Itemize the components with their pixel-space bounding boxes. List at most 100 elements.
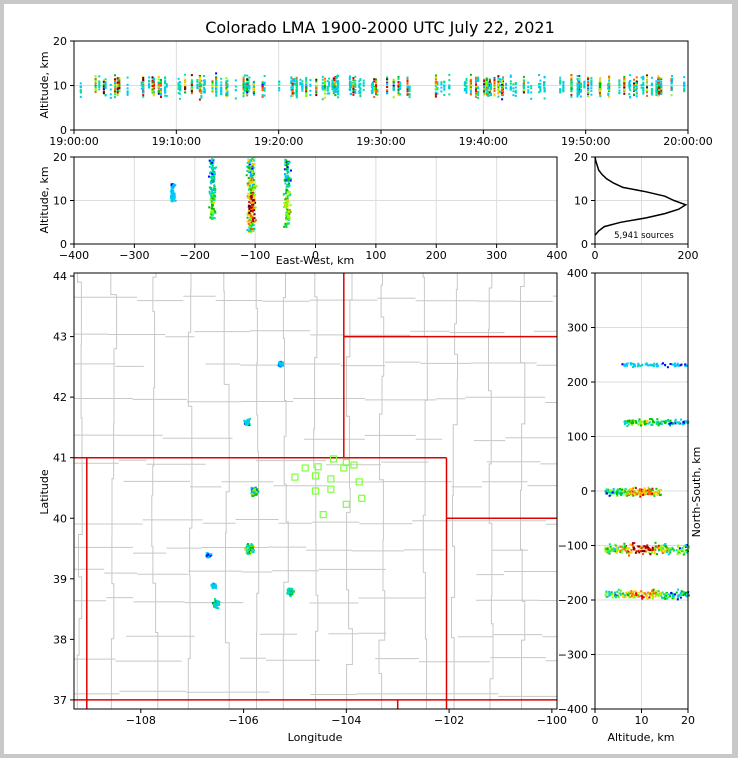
source-pixel [631, 423, 634, 426]
source-pixel [477, 86, 480, 89]
source-pixel [285, 206, 288, 209]
source-pixel [632, 542, 635, 545]
source-pixel [623, 88, 626, 91]
source-pixel [253, 163, 255, 166]
source-pixel [190, 92, 193, 95]
source-pixel [287, 208, 290, 211]
source-pixel [406, 81, 409, 84]
source-pixel [295, 91, 298, 94]
source-pixel [621, 593, 624, 596]
source-pixel [477, 90, 480, 93]
source-pixel [337, 80, 340, 83]
source-pixel [465, 87, 468, 90]
source-pixel [246, 74, 249, 77]
source-pixel [246, 547, 249, 550]
source-pixel [251, 174, 254, 177]
source-pixel [252, 83, 255, 86]
source-pixel [288, 184, 291, 187]
source-pixel [337, 82, 340, 85]
source-pixel [242, 76, 245, 78]
source-pixel [577, 75, 580, 77]
source-pixel [608, 543, 611, 546]
source-pixel [375, 82, 377, 85]
altitude-time-ylabel: Altitude, km [38, 51, 51, 118]
source-pixel [640, 84, 643, 87]
source-pixel [629, 95, 632, 98]
source-pixel [171, 193, 174, 195]
source-pixel [392, 81, 395, 84]
source-pixel [354, 79, 357, 82]
source-pixel [406, 76, 409, 79]
source-pixel [114, 78, 116, 81]
source-pixel [278, 81, 281, 83]
source-pixel [655, 83, 658, 86]
source-pixel [109, 96, 112, 99]
source-pixel [283, 179, 286, 181]
source-pixel [250, 227, 253, 230]
source-pixel [475, 79, 477, 82]
source-pixel [165, 85, 168, 88]
source-pixel [324, 92, 326, 95]
source-pixel [253, 490, 256, 493]
source-pixel [638, 489, 641, 492]
source-pixel [625, 363, 628, 366]
source-pixel [488, 78, 491, 81]
source-pixel [499, 78, 502, 81]
source-pixel [288, 190, 291, 193]
source-pixel [671, 74, 673, 77]
source-pixel [604, 550, 607, 553]
source-pixel [645, 546, 648, 549]
source-pixel [261, 89, 264, 92]
source-pixel [278, 87, 281, 89]
source-pixel [640, 550, 643, 553]
source-pixel [286, 212, 288, 215]
source-pixel [94, 82, 97, 85]
source-pixel [643, 490, 646, 493]
source-pixel [326, 92, 329, 95]
source-pixel [332, 77, 335, 80]
source-pixel [284, 198, 287, 201]
source-pixel [613, 547, 616, 550]
source-pixel [626, 550, 629, 553]
source-pixel [315, 80, 318, 83]
source-pixel [215, 94, 218, 97]
source-pixel [290, 86, 293, 89]
source-pixel [249, 223, 252, 226]
source-count-label: 5,941 sources [614, 231, 674, 241]
source-pixel [173, 195, 176, 197]
source-pixel [250, 546, 253, 549]
source-pixel [172, 197, 175, 200]
source-pixel [637, 363, 640, 365]
source-pixel [579, 85, 582, 88]
source-pixel [621, 488, 623, 491]
altitude-axis-tick-label: 20 [53, 35, 67, 48]
source-pixel [604, 546, 607, 549]
source-pixel [648, 596, 651, 599]
source-pixel [618, 89, 621, 92]
source-pixel [408, 93, 411, 96]
source-pixel [633, 542, 636, 545]
source-pixel [654, 541, 657, 544]
source-pixel [331, 79, 334, 82]
county-border [74, 597, 557, 604]
source-pixel [509, 74, 512, 77]
source-pixel [477, 92, 480, 95]
source-pixel [683, 76, 686, 79]
source-pixel [178, 92, 181, 95]
source-pixel [590, 77, 593, 80]
source-pixel [659, 594, 662, 597]
source-pixel [126, 83, 129, 86]
source-pixel [263, 89, 266, 92]
source-pixel [656, 364, 659, 367]
source-pixel [397, 91, 400, 94]
source-pixel [538, 85, 541, 88]
source-pixel [332, 82, 335, 85]
source-pixel [248, 225, 251, 228]
station-marker [342, 500, 350, 508]
source-pixel [463, 81, 466, 84]
county-border [76, 273, 83, 709]
source-pixel [334, 80, 337, 83]
source-pixel [674, 422, 677, 425]
source-pixel [611, 596, 614, 599]
source-pixel [688, 594, 690, 597]
